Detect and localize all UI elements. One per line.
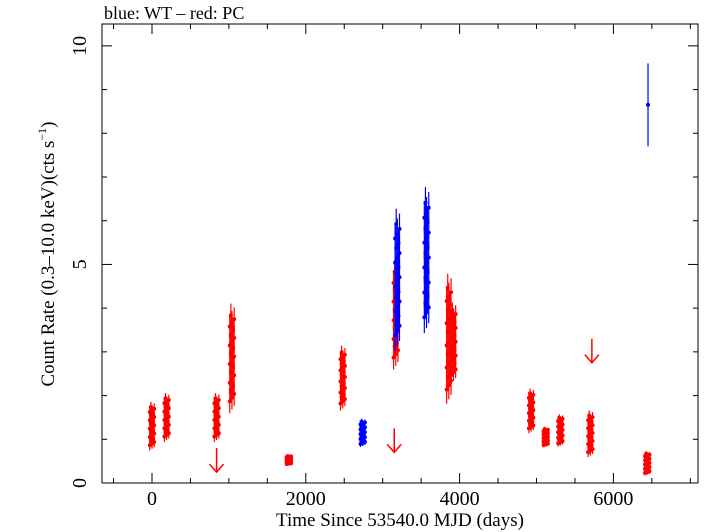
y-axis-label-main: Count Rate (0.3–10.0 keV)(cts s — [38, 141, 59, 387]
data-point — [152, 406, 157, 411]
data-point — [647, 452, 652, 457]
data-point — [545, 427, 550, 432]
observation-cluster — [227, 303, 237, 414]
observation-cluster — [556, 414, 565, 447]
y-axis-label-end: ) — [38, 121, 59, 127]
data-point — [450, 309, 455, 314]
data-point — [646, 102, 651, 107]
data-point — [644, 451, 649, 456]
observation-cluster — [284, 454, 294, 467]
observation-cluster — [338, 345, 347, 411]
data-point — [531, 392, 536, 397]
data-point — [359, 419, 364, 424]
data-point — [285, 454, 290, 459]
data-point — [339, 350, 344, 355]
observation-point — [646, 63, 651, 147]
data-point — [449, 290, 454, 295]
x-tick-label: 4000 — [440, 488, 480, 510]
y-tick-label: 0 — [69, 478, 91, 488]
data-point — [453, 312, 458, 317]
upper-limit-arrow — [209, 448, 225, 474]
chart-title: blue: WT – red: PC — [104, 3, 244, 23]
observation-cluster — [358, 418, 367, 447]
data-point — [163, 396, 168, 401]
observation-cluster — [212, 393, 221, 442]
data-point — [542, 427, 547, 432]
observation-cluster — [422, 187, 431, 334]
data-point — [557, 415, 562, 420]
data-point — [216, 397, 221, 402]
x-tick-label: 2000 — [286, 488, 326, 510]
data-marks — [147, 63, 652, 476]
upper-limit-head — [209, 463, 225, 474]
upper-limit-arrow — [386, 428, 402, 454]
data-point — [560, 416, 565, 421]
upper-limit-head — [386, 443, 402, 454]
observation-cluster — [162, 393, 171, 442]
observation-cluster — [586, 410, 595, 458]
data-point — [213, 396, 218, 401]
data-point — [590, 415, 595, 420]
x-tick-label: 0 — [147, 488, 157, 510]
upper-limit-head — [584, 354, 600, 364]
data-point — [397, 226, 402, 231]
observation-cluster — [444, 273, 454, 404]
data-point — [394, 222, 399, 227]
y-axis-label-superscript: −1 — [35, 128, 49, 141]
data-point — [362, 420, 367, 425]
axis-ticks: 0 2000 4000 6000 0 5 10 — [69, 24, 698, 510]
y-tick-label: 5 — [69, 259, 91, 269]
data-point — [426, 205, 431, 210]
data-point — [232, 317, 237, 322]
observation-cluster — [526, 388, 536, 434]
data-point — [445, 285, 450, 290]
observation-cluster — [643, 451, 652, 476]
observation-cluster — [393, 208, 402, 351]
x-tick-label: 6000 — [593, 488, 633, 510]
data-point — [528, 391, 533, 396]
plot-frame — [101, 23, 699, 484]
data-point — [587, 413, 592, 418]
observation-cluster — [147, 401, 157, 451]
data-point — [166, 397, 171, 402]
data-point — [148, 405, 153, 410]
data-point — [289, 454, 294, 459]
upper-limit-arrow — [584, 338, 600, 364]
data-point — [423, 200, 428, 205]
x-axis-label: Time Since 53540.0 MJD (days) — [276, 510, 524, 531]
observation-cluster — [541, 426, 550, 448]
observation-cluster — [449, 302, 458, 384]
y-tick-label: 10 — [69, 36, 91, 56]
data-point — [228, 313, 233, 318]
y-axis-label: Count Rate (0.3–10.0 keV)(cts s−1) — [35, 121, 59, 386]
data-point — [342, 352, 347, 357]
